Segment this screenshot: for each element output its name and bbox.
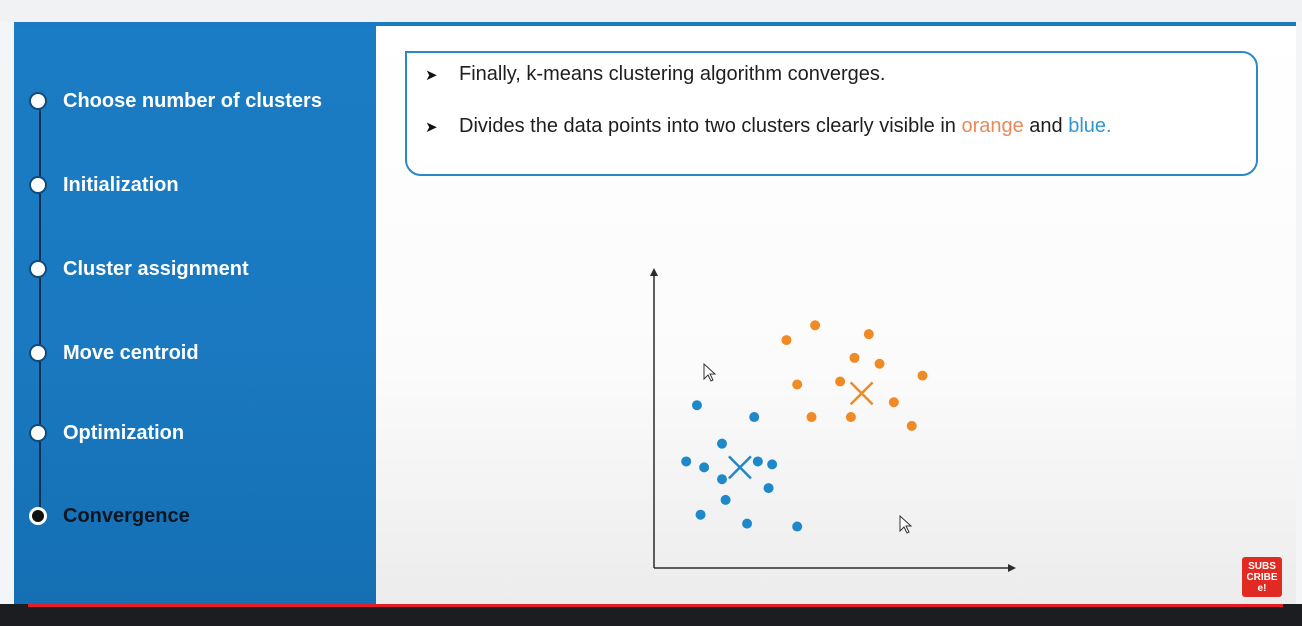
steps-sidebar: Choose number of clusters Initialization… — [14, 26, 376, 604]
step-dot — [29, 344, 47, 362]
data-point — [681, 456, 692, 467]
step-initialization: Initialization — [29, 173, 179, 197]
bullet-text-and: and — [1023, 115, 1069, 137]
data-point — [691, 400, 702, 411]
video-control-bar[interactable] — [0, 604, 1302, 626]
mouse-cursor-icon — [899, 515, 913, 534]
data-point — [888, 397, 899, 408]
step-optimization: Optimization — [29, 421, 184, 445]
step-move-centroid: Move centroid — [29, 341, 199, 365]
top-bar — [0, 0, 1302, 22]
centroid-marker — [849, 381, 874, 406]
data-point — [699, 462, 710, 473]
bullet-text: Divides the data points into two cluster… — [459, 115, 962, 137]
step-dot — [29, 424, 47, 442]
data-point — [863, 329, 874, 340]
subscribe-play-text: e! — [1257, 582, 1267, 594]
blue-word: blue. — [1068, 115, 1112, 137]
data-point — [742, 518, 753, 529]
data-point — [767, 459, 778, 470]
data-point — [781, 335, 792, 346]
data-point — [835, 376, 846, 387]
step-label: Initialization — [63, 173, 179, 196]
step-label: Move centroid — [63, 341, 199, 364]
data-point — [810, 320, 821, 331]
data-point — [917, 370, 928, 381]
data-point — [806, 412, 817, 423]
subscribe-badge[interactable]: SUBS CRIBE e! — [1242, 557, 1282, 597]
data-point — [749, 412, 760, 423]
data-point — [763, 483, 774, 494]
bullet-converges: ➤ Finally, k-means clustering algorithm … — [425, 63, 885, 86]
subscribe-text: SUBS — [1248, 560, 1276, 572]
step-dot — [29, 176, 47, 194]
step-dot — [29, 260, 47, 278]
data-point — [845, 412, 856, 423]
x-axis-arrow-icon — [1008, 564, 1016, 572]
slide-top-line — [14, 22, 1296, 26]
step-cluster-assignment: Cluster assignment — [29, 257, 249, 281]
mouse-cursor-icon — [703, 363, 717, 382]
step-dot — [29, 92, 47, 110]
step-label: Cluster assignment — [63, 257, 249, 280]
step-label: Convergence — [63, 504, 190, 527]
step-convergence: Convergence — [29, 504, 190, 528]
data-point — [792, 521, 803, 532]
data-point — [849, 352, 860, 363]
step-label: Optimization — [63, 421, 185, 444]
step-label: Choose number of clusters — [63, 89, 322, 112]
data-point — [695, 509, 706, 520]
video-progress-bar[interactable] — [28, 604, 1283, 607]
arrow-bullet-icon: ➤ — [425, 66, 438, 84]
arrow-bullet-icon: ➤ — [425, 118, 438, 136]
cluster-scatter-chart — [650, 268, 1016, 572]
data-point — [720, 494, 731, 505]
centroid-marker — [728, 455, 752, 480]
subscribe-text: CRIBE — [1246, 571, 1278, 583]
data-point — [717, 438, 728, 449]
slide: Choose number of clusters Initialization… — [14, 26, 1296, 604]
orange-word: orange — [961, 115, 1024, 137]
step-dot-active — [29, 507, 47, 525]
y-axis-arrow-icon — [650, 268, 658, 276]
bullet-divides: ➤ Divides the data points into two clust… — [425, 115, 1112, 138]
data-point — [792, 379, 803, 390]
data-point — [717, 474, 728, 485]
data-point — [752, 456, 763, 467]
data-point — [906, 420, 917, 431]
data-point — [874, 358, 885, 369]
timeline-line — [39, 100, 41, 518]
bullet-text: Finally, k-means clustering algorithm co… — [459, 63, 886, 85]
callout-box: ➤ Finally, k-means clustering algorithm … — [405, 51, 1258, 176]
step-choose-clusters: Choose number of clusters — [29, 89, 322, 113]
